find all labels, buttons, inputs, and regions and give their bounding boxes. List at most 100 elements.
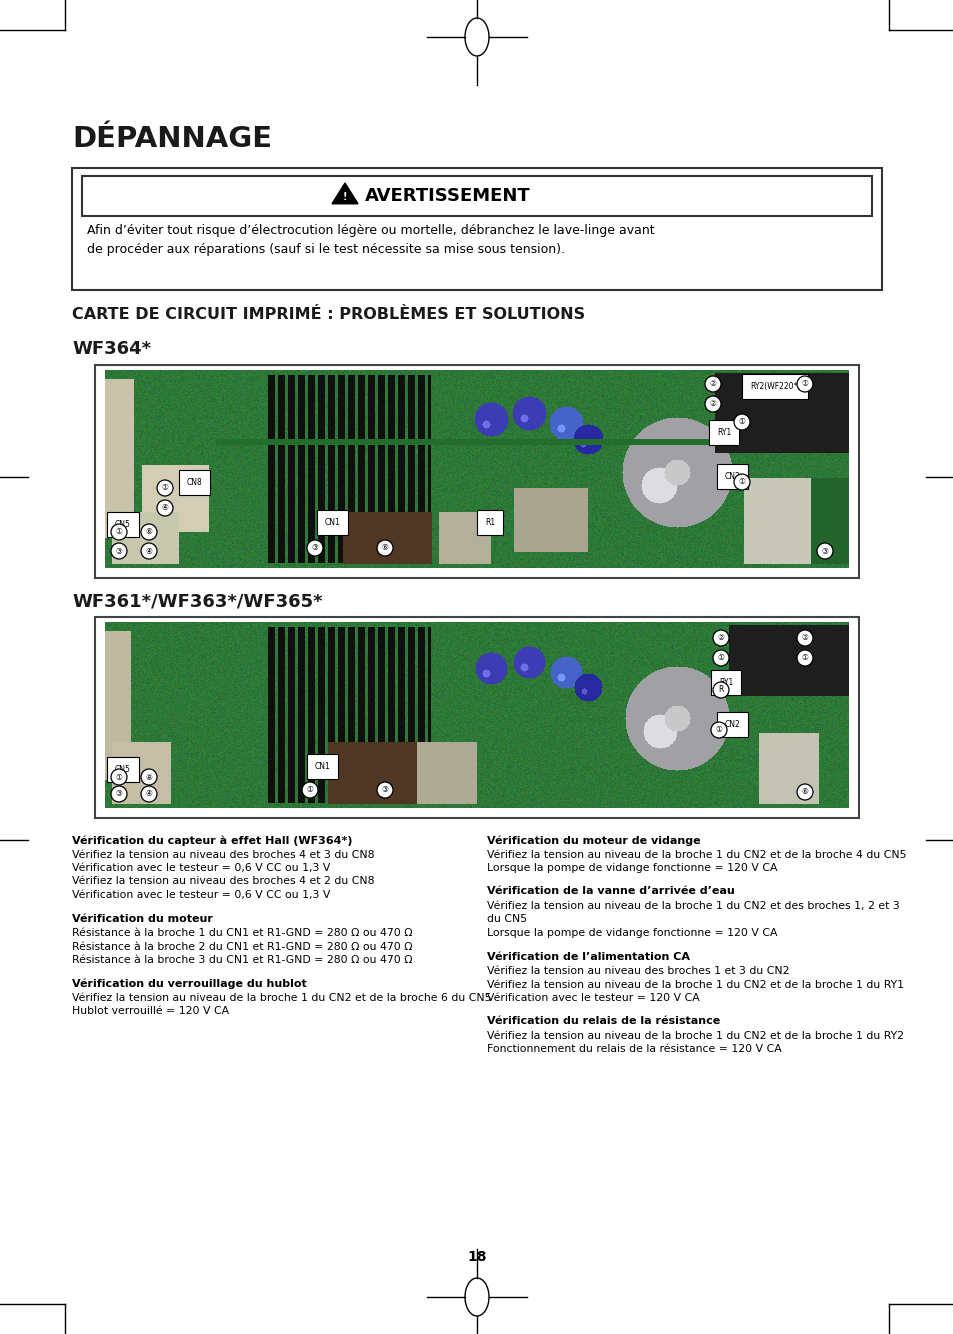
- Text: ③: ③: [381, 786, 388, 795]
- Text: ①: ①: [306, 786, 314, 795]
- Circle shape: [141, 768, 157, 784]
- Text: ⑥: ⑥: [381, 543, 388, 552]
- Circle shape: [111, 786, 127, 802]
- Text: CN8: CN8: [187, 478, 203, 487]
- Text: ⑧: ⑧: [146, 772, 152, 782]
- Text: Vérifiez la tension au niveau de la broche 1 du CN2 et de la broche 6 du CN5: Vérifiez la tension au niveau de la broc…: [71, 992, 491, 1003]
- Text: ③: ③: [821, 547, 827, 555]
- Circle shape: [157, 500, 172, 516]
- Bar: [82, 176, 871, 216]
- Circle shape: [816, 543, 832, 559]
- Circle shape: [712, 650, 728, 666]
- Text: Vérifiez la tension au niveau de la broche 1 du CN2 et des broches 1, 2 et 3: Vérifiez la tension au niveau de la broc…: [486, 900, 899, 911]
- Text: !: !: [342, 192, 347, 201]
- Text: ①: ①: [717, 654, 723, 663]
- Circle shape: [796, 376, 812, 392]
- Text: CN1: CN1: [314, 762, 331, 771]
- Text: ②: ②: [709, 399, 716, 408]
- Text: RY2(WF220*): RY2(WF220*): [749, 382, 800, 391]
- Text: ⑥: ⑥: [801, 787, 807, 796]
- Text: ①: ①: [801, 379, 807, 388]
- Circle shape: [307, 540, 323, 556]
- Circle shape: [704, 396, 720, 412]
- Text: ③: ③: [312, 543, 318, 552]
- Text: Vérification du relais de la résistance: Vérification du relais de la résistance: [486, 1017, 720, 1026]
- Text: Vérification de la vanne d’arrivée d’eau: Vérification de la vanne d’arrivée d’eau: [486, 887, 734, 896]
- Circle shape: [796, 630, 812, 646]
- Text: ④: ④: [146, 790, 152, 799]
- Text: DÉPANNAGE: DÉPANNAGE: [71, 125, 272, 153]
- Text: ①: ①: [715, 726, 721, 735]
- Text: 18: 18: [467, 1250, 486, 1265]
- Text: Vérifiez la tension au niveau de la broche 1 du CN2 et de la broche 4 du CN5: Vérifiez la tension au niveau de la broc…: [486, 850, 905, 859]
- Text: Résistance à la broche 1 du CN1 et R1-GND = 280 Ω ou 470 Ω: Résistance à la broche 1 du CN1 et R1-GN…: [71, 928, 412, 938]
- Polygon shape: [332, 183, 357, 204]
- Bar: [71, 168, 882, 289]
- Text: Résistance à la broche 3 du CN1 et R1-GND = 280 Ω ou 470 Ω: Résistance à la broche 3 du CN1 et R1-GN…: [71, 955, 412, 964]
- Circle shape: [796, 784, 812, 800]
- Text: ①: ①: [161, 483, 169, 492]
- Circle shape: [733, 414, 749, 430]
- Circle shape: [111, 543, 127, 559]
- Circle shape: [712, 630, 728, 646]
- Text: Lorsque la pompe de vidange fonctionne = 120 V CA: Lorsque la pompe de vidange fonctionne =…: [486, 928, 777, 938]
- Text: ③: ③: [115, 547, 122, 555]
- Text: Vérifiez la tension au niveau des broches 4 et 2 du CN8: Vérifiez la tension au niveau des broche…: [71, 876, 375, 887]
- Circle shape: [376, 540, 393, 556]
- Text: du CN5: du CN5: [486, 915, 527, 924]
- Text: CN2: CN2: [724, 472, 740, 482]
- Text: Vérification du capteur à effet Hall (WF364*): Vérification du capteur à effet Hall (WF…: [71, 835, 352, 846]
- Text: ①: ①: [115, 527, 122, 536]
- Text: ①: ①: [801, 654, 807, 663]
- Text: CN5: CN5: [115, 764, 131, 774]
- Text: ②: ②: [709, 379, 716, 388]
- Text: Vérification du moteur de vidange: Vérification du moteur de vidange: [486, 835, 700, 846]
- Text: Résistance à la broche 2 du CN1 et R1-GND = 280 Ω ou 470 Ω: Résistance à la broche 2 du CN1 et R1-GN…: [71, 942, 412, 951]
- Text: Vérifiez la tension au niveau des broches 4 et 3 du CN8: Vérifiez la tension au niveau des broche…: [71, 850, 375, 859]
- Circle shape: [704, 376, 720, 392]
- Text: R1: R1: [484, 518, 495, 527]
- Bar: [95, 366, 858, 578]
- Text: AVERTISSEMENT: AVERTISSEMENT: [365, 187, 530, 205]
- Text: Vérification du moteur: Vérification du moteur: [71, 914, 213, 923]
- Circle shape: [302, 782, 317, 798]
- Text: de procéder aux réparations (sauf si le test nécessite sa mise sous tension).: de procéder aux réparations (sauf si le …: [87, 243, 564, 256]
- Circle shape: [111, 768, 127, 784]
- Circle shape: [141, 543, 157, 559]
- Text: Vérifiez la tension au niveau de la broche 1 du CN2 et de la broche 1 du RY2: Vérifiez la tension au niveau de la broc…: [486, 1031, 903, 1041]
- Text: WF364*: WF364*: [71, 340, 151, 358]
- Text: CARTE DE CIRCUIT IMPRIMÉ : PROBLÈMES ET SOLUTIONS: CARTE DE CIRCUIT IMPRIMÉ : PROBLÈMES ET …: [71, 307, 584, 321]
- Text: Vérification du verrouillage du hublot: Vérification du verrouillage du hublot: [71, 979, 307, 988]
- Text: Vérifiez la tension au niveau de la broche 1 du CN2 et de la broche 1 du RY1: Vérifiez la tension au niveau de la broc…: [486, 979, 903, 990]
- Text: R: R: [718, 686, 723, 695]
- Text: ⑥: ⑥: [146, 527, 152, 536]
- Bar: [95, 618, 858, 818]
- Circle shape: [712, 682, 728, 698]
- Text: Vérification avec le testeur = 0,6 V CC ou 1,3 V: Vérification avec le testeur = 0,6 V CC …: [71, 863, 330, 872]
- Text: ④: ④: [146, 547, 152, 555]
- Circle shape: [796, 650, 812, 666]
- Text: CN5: CN5: [115, 520, 131, 530]
- Circle shape: [111, 524, 127, 540]
- Text: CN2: CN2: [724, 720, 740, 728]
- Text: Lorsque la pompe de vidange fonctionne = 120 V CA: Lorsque la pompe de vidange fonctionne =…: [486, 863, 777, 872]
- Text: Vérification avec le testeur = 120 V CA: Vérification avec le testeur = 120 V CA: [486, 992, 699, 1003]
- Circle shape: [157, 480, 172, 496]
- Text: Vérification avec le testeur = 0,6 V CC ou 1,3 V: Vérification avec le testeur = 0,6 V CC …: [71, 890, 330, 900]
- Circle shape: [710, 722, 726, 738]
- Text: Afin d’éviter tout risque d’électrocution légère ou mortelle, débranchez le lave: Afin d’éviter tout risque d’électrocutio…: [87, 224, 654, 237]
- Circle shape: [733, 474, 749, 490]
- Text: RY1: RY1: [717, 428, 731, 438]
- Text: ③: ③: [115, 790, 122, 799]
- Text: Fonctionnement du relais de la résistance = 120 V CA: Fonctionnement du relais de la résistanc…: [486, 1045, 781, 1054]
- Text: ②: ②: [801, 634, 807, 643]
- Text: WF361*/WF363*/WF365*: WF361*/WF363*/WF365*: [71, 592, 322, 610]
- Text: CN1: CN1: [325, 518, 340, 527]
- Text: ①: ①: [738, 418, 744, 427]
- Circle shape: [141, 524, 157, 540]
- Text: ④: ④: [161, 503, 169, 512]
- Text: ①: ①: [115, 772, 122, 782]
- Text: ②: ②: [717, 634, 723, 643]
- Text: Vérifiez la tension au niveau des broches 1 et 3 du CN2: Vérifiez la tension au niveau des broche…: [486, 966, 789, 976]
- Text: Vérification de l’alimentation CA: Vérification de l’alimentation CA: [486, 951, 689, 962]
